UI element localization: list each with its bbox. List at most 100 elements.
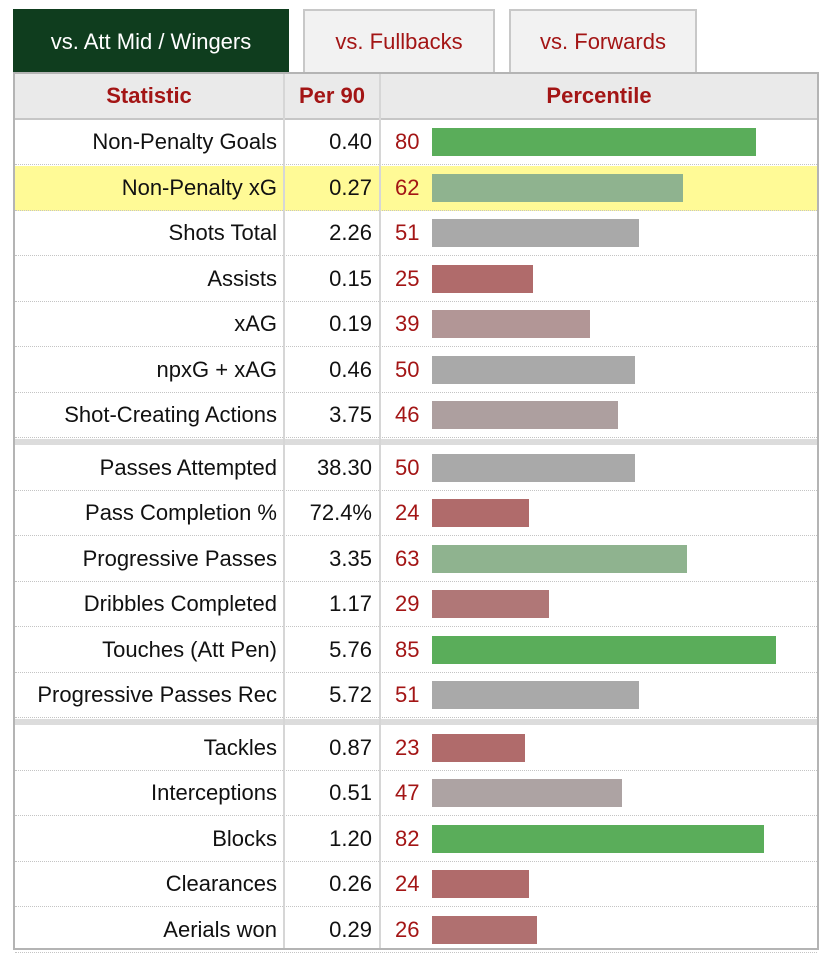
stat-name: Pass Completion % (85, 500, 277, 525)
tab-fullbacks[interactable]: vs. Fullbacks (303, 9, 495, 72)
stat-name: Progressive Passes Rec (37, 682, 277, 707)
percentile-bar (432, 733, 525, 762)
stat-name: Shots Total (168, 220, 277, 245)
header-percentile[interactable]: Percentile (546, 83, 652, 108)
stat-name: Clearances (165, 871, 277, 896)
percentile-bar (432, 779, 622, 807)
table-row: Non-Penalty xG 0.27 62 (15, 165, 817, 211)
percentile-value: 29 (395, 591, 420, 616)
column-divider (379, 74, 381, 948)
per90-value: 3.75 (329, 402, 372, 427)
per90-value: 3.35 (329, 545, 372, 571)
stat-name: Dribbles Completed (83, 591, 277, 616)
percentile-bar (432, 635, 776, 664)
table-row: Assists 0.15 25 (15, 257, 817, 302)
stat-name: Progressive Passes (82, 545, 277, 571)
percentile-value: 82 (395, 825, 420, 851)
stat-name: Non-Penalty xG (121, 174, 277, 200)
per90-value: 5.72 (329, 682, 372, 707)
per90-value: 0.29 (329, 916, 372, 942)
tab-forwards[interactable]: vs. Forwards (509, 9, 697, 72)
stat-name: Interceptions (151, 780, 277, 805)
percentile-value: 80 (395, 129, 420, 154)
stat-name: xAG (234, 311, 277, 336)
percentile-value: 85 (395, 636, 420, 662)
per90-value: 0.15 (329, 265, 372, 291)
stat-name: npxG + xAG (156, 356, 277, 382)
table-row: Progressive Passes Rec 5.72 51 (15, 673, 817, 718)
table-row: Touches (Att Pen) 5.76 85 (15, 628, 817, 673)
percentile-bar (432, 264, 533, 293)
percentile-value: 46 (395, 402, 420, 427)
stat-name: Blocks (212, 825, 277, 851)
per90-value: 2.26 (329, 220, 372, 245)
per90-value: 72.4% (309, 500, 372, 525)
stat-name: Touches (Att Pen) (102, 636, 277, 662)
percentile-value: 23 (395, 734, 420, 760)
table-row: npxG + xAG 0.46 50 (15, 348, 817, 393)
percentile-value: 24 (395, 871, 420, 896)
percentile-bar (432, 219, 639, 247)
group-separator (15, 438, 817, 445)
percentile-bar (432, 590, 549, 618)
stat-name: Aerials won (163, 916, 277, 942)
table-row: Progressive Passes 3.35 63 (15, 537, 817, 582)
header-per90[interactable]: Per 90 (298, 83, 366, 108)
per90-value: 1.20 (329, 825, 372, 851)
percentile-value: 26 (395, 916, 420, 942)
per90-value: 38.30 (316, 454, 372, 480)
percentile-value: 24 (395, 500, 420, 525)
stat-name: Tackles (203, 734, 277, 760)
percentile-value: 51 (395, 220, 420, 245)
table-row: Tackles 0.87 23 (15, 726, 817, 771)
table-row: Shot-Creating Actions 3.75 46 (15, 393, 817, 438)
percentile-bar (432, 824, 764, 853)
per90-value: 0.19 (329, 311, 372, 336)
percentile-bar (432, 915, 537, 944)
table-header: Statistic Per 90 Percentile (15, 74, 817, 120)
percentile-value: 39 (395, 311, 420, 336)
stat-name: Non-Penalty Goals (92, 129, 277, 154)
percentile-table: Statistic Per 90 Percentile Non-Penalty … (13, 72, 819, 953)
tab-att-mid-wingers[interactable]: vs. Att Mid / Wingers (13, 9, 289, 72)
percentile-value: 50 (395, 356, 420, 382)
table-row: Aerials won 0.29 26 (15, 908, 817, 953)
table-row: Pass Completion % 72.4% 24 (15, 491, 817, 536)
group-separator (15, 718, 817, 725)
percentile-bar (432, 499, 529, 527)
percentile-value: 63 (395, 545, 420, 571)
percentile-bar (432, 544, 687, 573)
percentile-bar (432, 401, 618, 429)
percentile-value: 50 (395, 454, 420, 480)
table-row: Non-Penalty Goals 0.40 80 (15, 120, 817, 165)
percentile-bar (432, 355, 635, 384)
per90-value: 0.26 (329, 871, 372, 896)
percentile-bar (432, 128, 756, 156)
per90-value: 0.51 (329, 780, 372, 805)
percentile-bar (432, 310, 590, 338)
table-row: Passes Attempted 38.30 50 (15, 446, 817, 491)
table-row: Clearances 0.26 24 (15, 862, 817, 907)
table-row: Blocks 1.20 82 (15, 817, 817, 862)
stat-name: Passes Attempted (99, 454, 277, 480)
column-divider (283, 74, 285, 948)
per90-value: 0.46 (329, 356, 372, 382)
header-statistic[interactable]: Statistic (106, 83, 192, 108)
percentile-value: 25 (395, 265, 420, 291)
percentile-bar (432, 681, 639, 709)
percentile-bar (432, 173, 683, 202)
percentile-value: 51 (395, 682, 420, 707)
table-row: xAG 0.19 39 (15, 302, 817, 347)
percentile-bar (432, 453, 635, 482)
per90-value: 0.40 (329, 129, 372, 154)
percentile-value: 62 (395, 174, 420, 200)
table-row: Shots Total 2.26 51 (15, 211, 817, 256)
table-row: Interceptions 0.51 47 (15, 771, 817, 816)
percentile-bar (432, 870, 529, 898)
per90-value: 0.27 (329, 174, 372, 200)
per90-value: 1.17 (329, 591, 372, 616)
comparison-tabs: vs. Att Mid / Wingers vs. Fullbacks vs. … (0, 0, 826, 72)
table-row: Dribbles Completed 1.17 29 (15, 582, 817, 627)
stat-name: Shot-Creating Actions (64, 402, 277, 427)
per90-value: 0.87 (329, 734, 372, 760)
